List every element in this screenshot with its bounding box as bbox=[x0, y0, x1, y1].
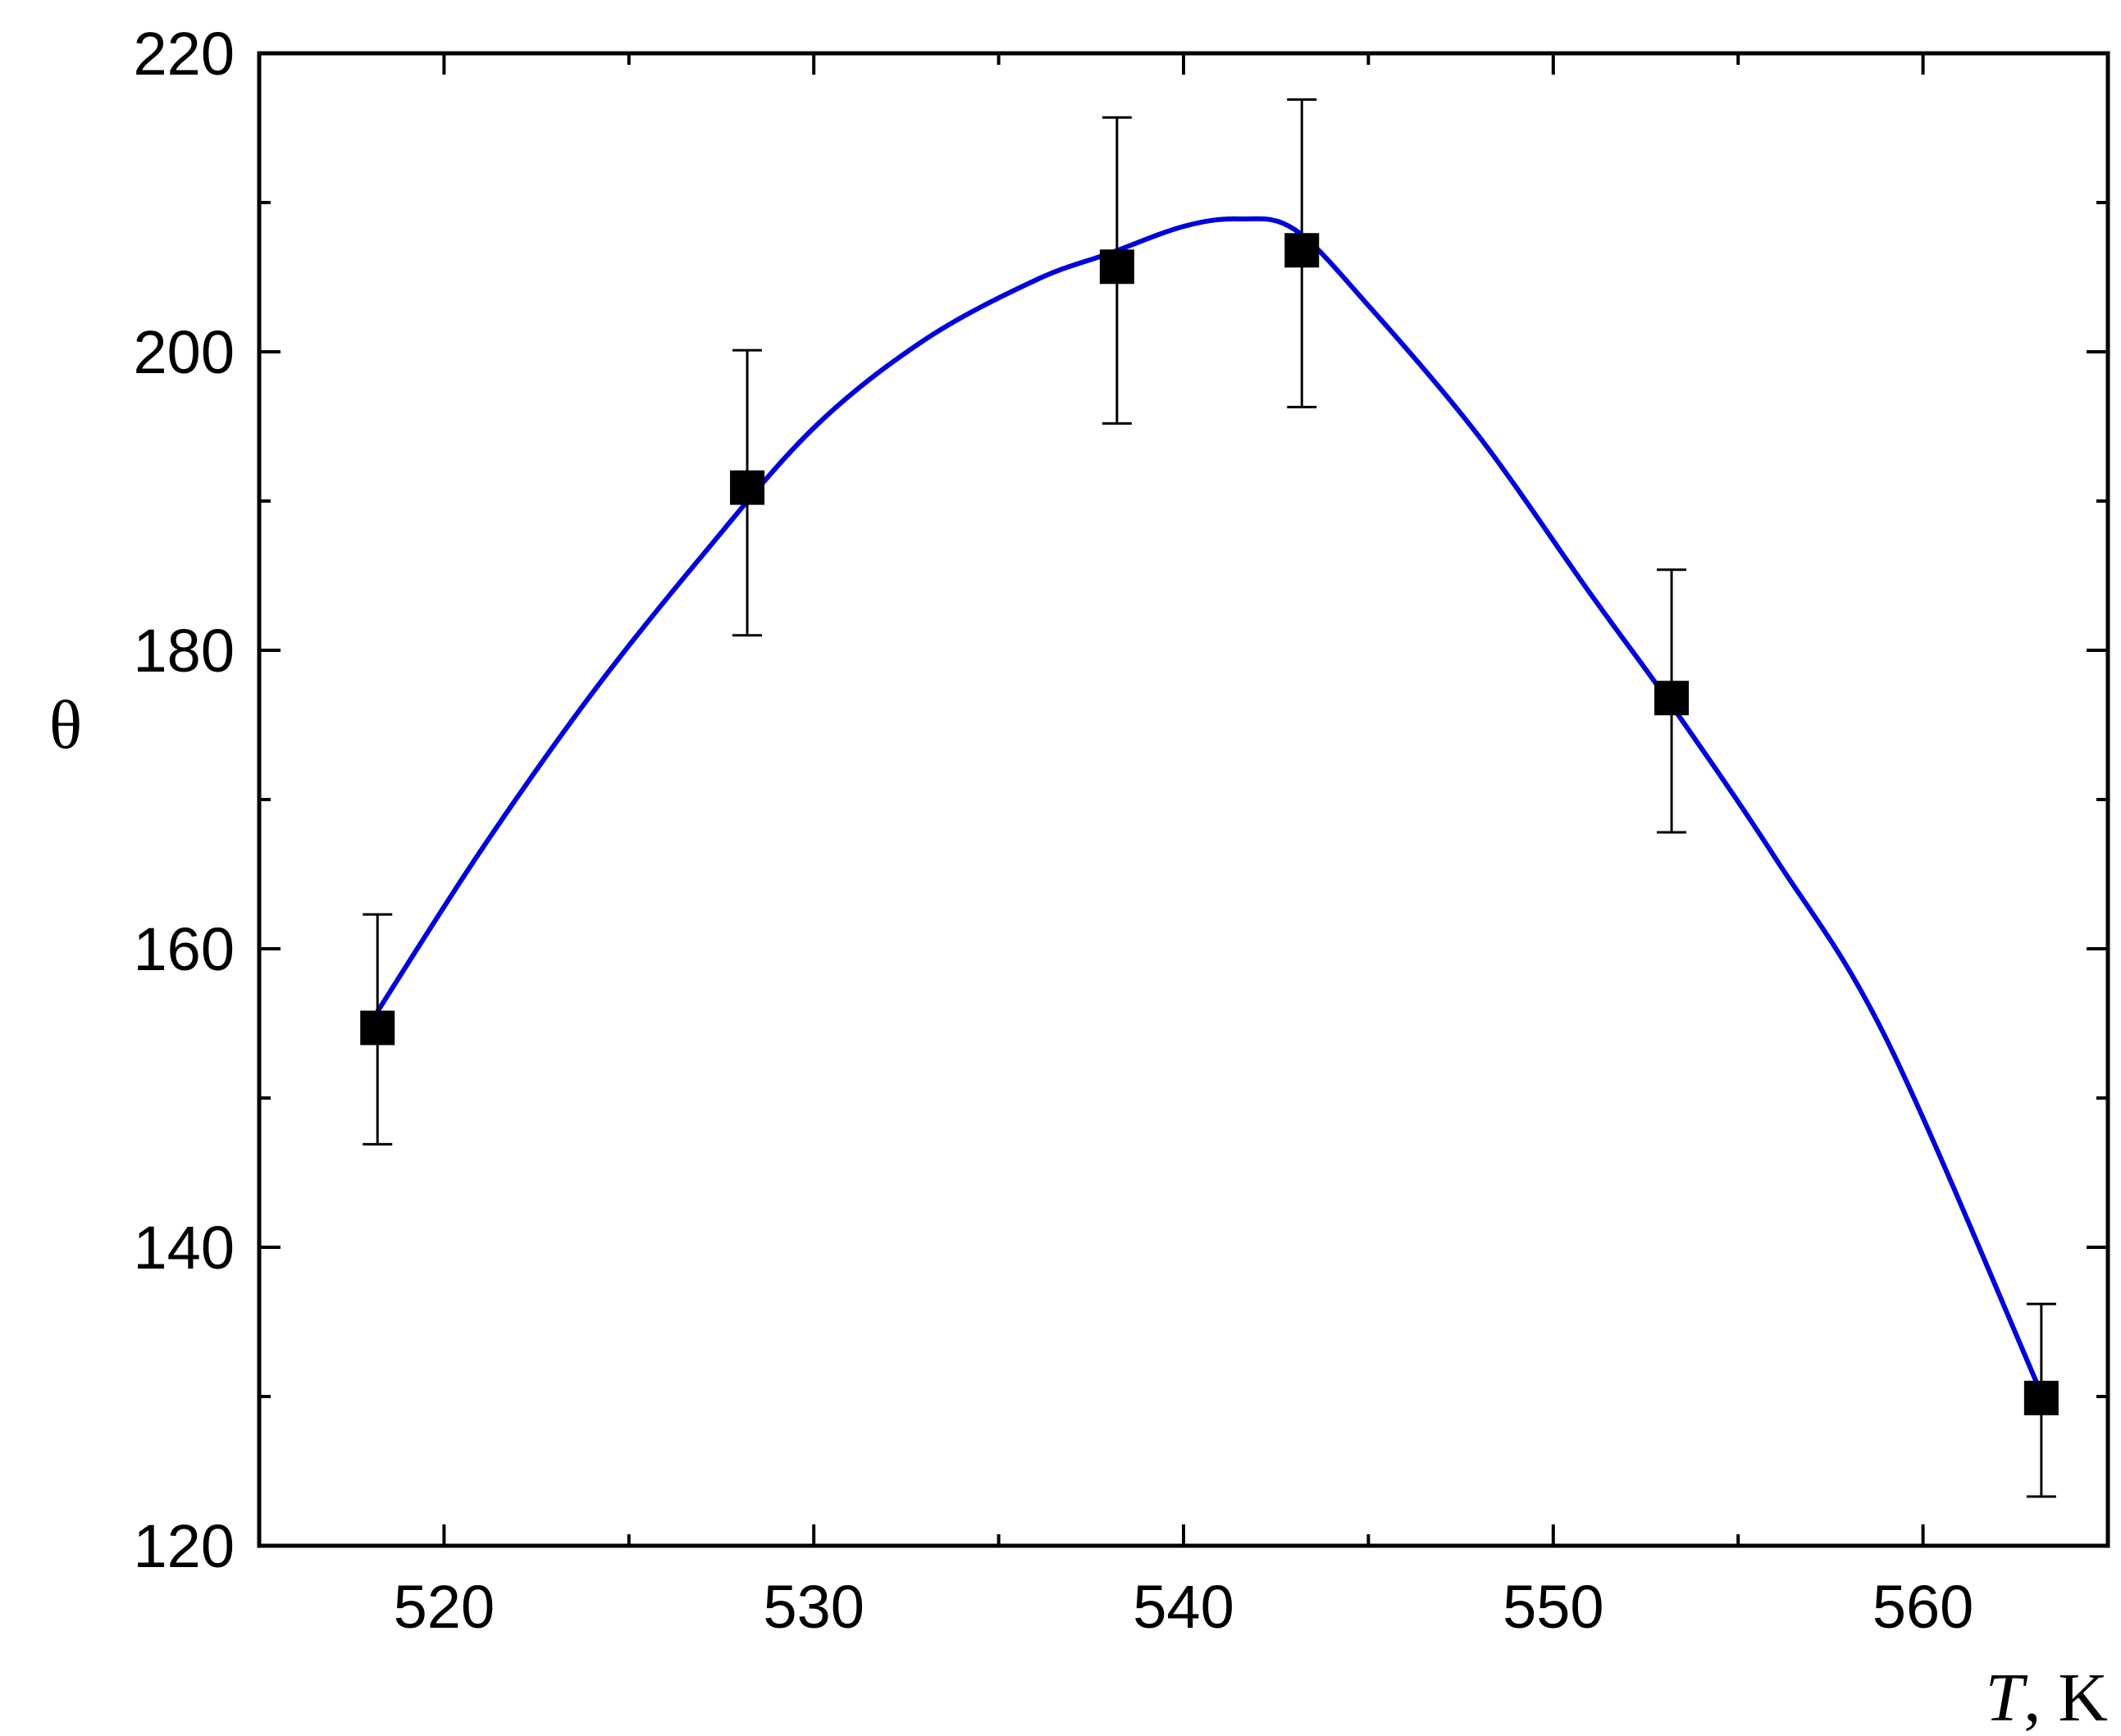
data-point bbox=[1099, 249, 1134, 285]
x-axis-tick-labels: 520 530 540 550 560 bbox=[394, 1573, 1974, 1641]
x-axis-title-unit: , K bbox=[2023, 1660, 2108, 1736]
y-tick-label: 200 bbox=[134, 318, 235, 386]
error-bars-layer bbox=[363, 98, 2056, 1498]
fit-curve bbox=[375, 216, 2044, 1395]
data-point bbox=[1284, 233, 1320, 268]
y-tick-label: 160 bbox=[134, 915, 235, 983]
y-axis-title: θ bbox=[49, 687, 82, 763]
y-axis-tick-labels: 120 140 160 180 200 220 bbox=[134, 20, 235, 1580]
x-tick-label: 550 bbox=[1503, 1573, 1603, 1641]
y-axis-ticks bbox=[259, 52, 2108, 1547]
plot-frame bbox=[257, 51, 2110, 1548]
data-point bbox=[2023, 1380, 2059, 1415]
x-axis-ticks bbox=[442, 53, 1925, 1546]
x-tick-label: 540 bbox=[1133, 1573, 1234, 1641]
x-axis-title: T, K bbox=[1986, 1660, 2108, 1736]
y-tick-label: 220 bbox=[134, 20, 235, 88]
data-point bbox=[1654, 681, 1690, 716]
y-tick-label: 120 bbox=[134, 1512, 235, 1580]
x-axis-title-symbol: T bbox=[1986, 1660, 2028, 1736]
data-point bbox=[730, 470, 765, 505]
data-point bbox=[360, 1010, 395, 1046]
x-tick-label: 560 bbox=[1872, 1573, 1973, 1641]
x-tick-label: 530 bbox=[763, 1573, 864, 1641]
y-tick-label: 140 bbox=[134, 1214, 235, 1282]
x-tick-label: 520 bbox=[394, 1573, 495, 1641]
fit-curve-layer bbox=[375, 216, 2044, 1395]
data-points-layer bbox=[360, 233, 2059, 1415]
y-tick-label: 180 bbox=[134, 617, 235, 685]
